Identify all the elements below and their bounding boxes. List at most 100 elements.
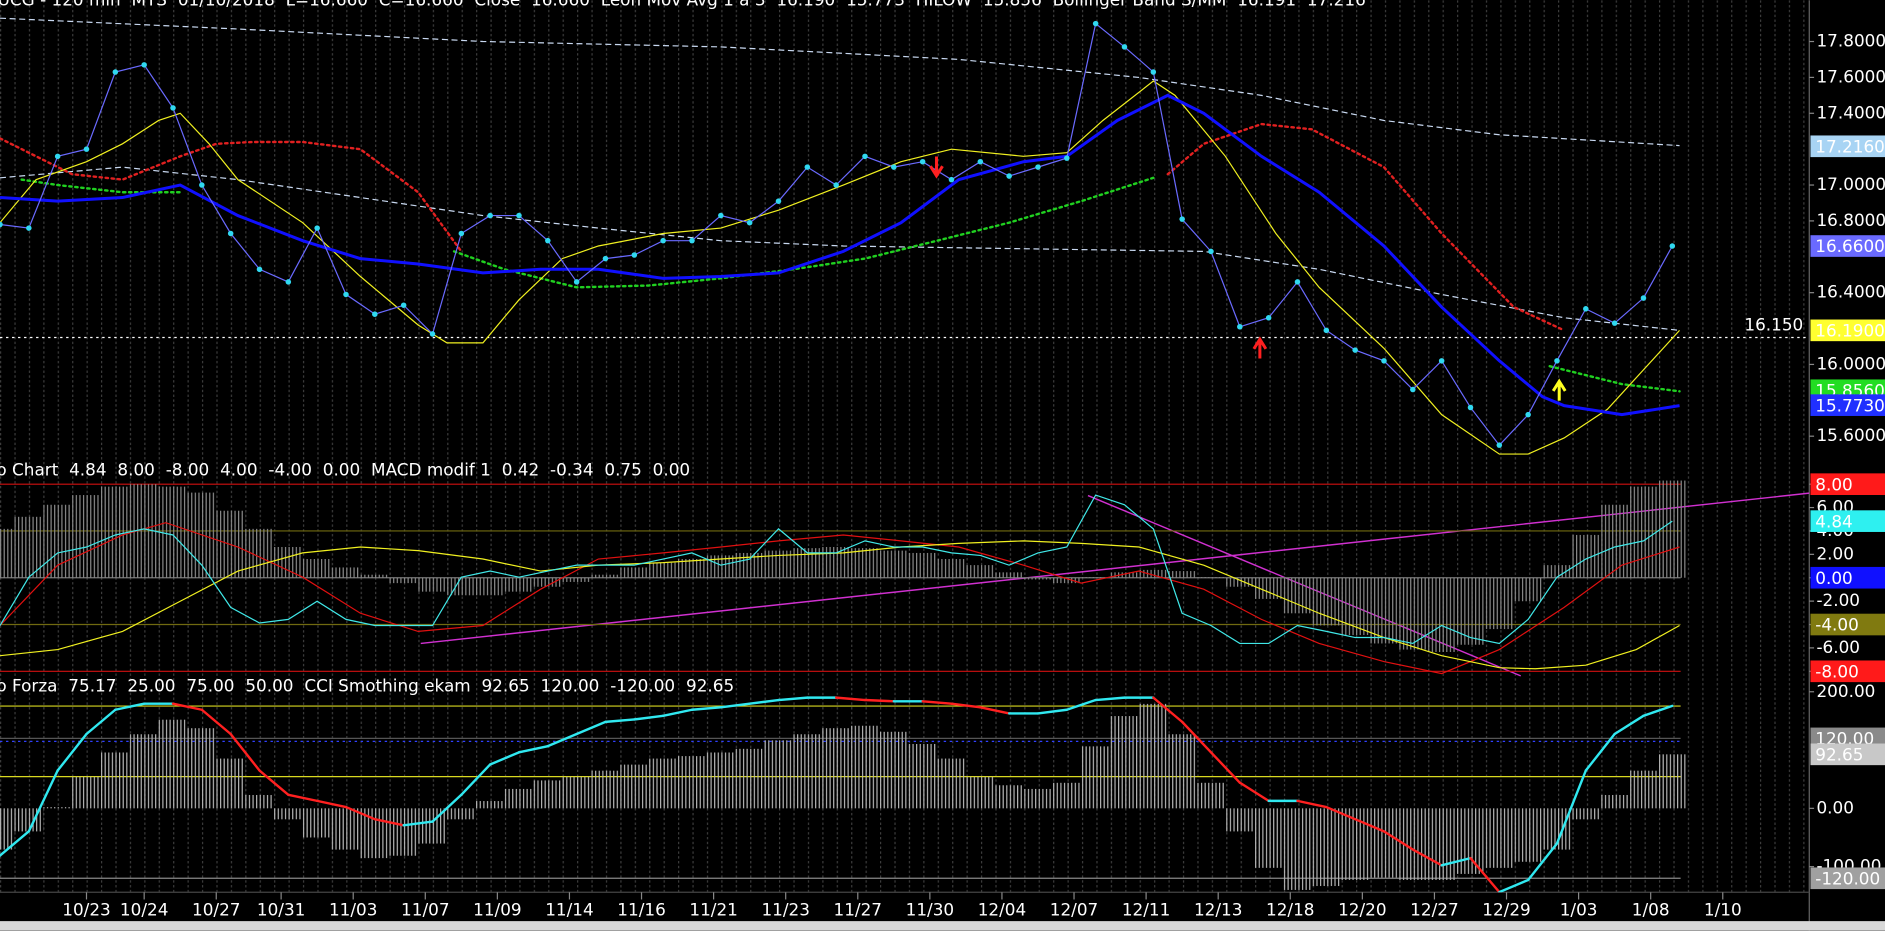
histogram-bar (1225, 577, 1255, 587)
histogram-bar (360, 808, 390, 859)
histogram-bar (706, 555, 736, 578)
indicator-segment (402, 820, 434, 827)
histogram-bar (937, 559, 966, 578)
x-tick-label: 11/03 (329, 899, 378, 919)
trendline (420, 492, 1810, 645)
close-point (1064, 155, 1070, 161)
indicator-segment (517, 744, 550, 754)
histogram-bar (994, 785, 1024, 809)
histogram-bar (158, 719, 188, 809)
histogram-bar (1283, 577, 1312, 614)
histogram-bar (360, 574, 390, 578)
histogram-bar (331, 567, 361, 578)
histogram-bar (245, 794, 274, 809)
indicator-segment (1411, 848, 1443, 867)
indicator-segment (287, 793, 319, 803)
close-point (602, 255, 609, 262)
histogram-bar (1600, 504, 1630, 578)
value-marker (1810, 613, 1885, 636)
close-point (1438, 358, 1445, 364)
close-point (746, 219, 753, 226)
histogram-bar (1398, 577, 1428, 650)
histogram-bar (1167, 571, 1197, 578)
histogram-bar (1542, 565, 1572, 578)
histogram-bar (475, 577, 505, 596)
value-marker-label: 4.84 (1815, 511, 1852, 531)
close-point (1381, 358, 1387, 364)
indicator-segment (1325, 805, 1357, 821)
value-marker (1810, 566, 1885, 589)
x-tick-label: 10/27 (192, 899, 241, 919)
histogram-bar (1052, 577, 1082, 584)
close-point (977, 158, 984, 165)
indicator-segment (1180, 720, 1213, 754)
y-tick-label: 17.4000 (1816, 102, 1885, 122)
histogram-bar (648, 758, 678, 809)
indicator-segment (719, 702, 751, 709)
y-tick-label: 2.00 (1816, 543, 1853, 563)
close-point (458, 230, 465, 237)
close-point (919, 158, 926, 165)
close-point (1006, 173, 1012, 179)
histogram-bar (273, 808, 303, 820)
x-tick-label: 10/24 (120, 899, 169, 919)
indicator-segment (1152, 696, 1184, 724)
legend-item: 25.00 (127, 676, 175, 696)
histogram-bar (879, 731, 909, 809)
histogram-bar (1657, 754, 1687, 809)
indicator-segment (258, 769, 290, 797)
sell-arrow (929, 156, 944, 179)
legend-item: 75.00 (186, 676, 234, 696)
indicator-segment (777, 696, 809, 702)
header-item: 16.190 (776, 0, 835, 9)
indicator-segment (1036, 708, 1069, 715)
histogram-bar (1369, 577, 1399, 644)
histogram-bar (302, 808, 332, 838)
close-point (372, 311, 378, 317)
histogram-bar (821, 728, 851, 809)
close-point (1237, 323, 1243, 330)
indicator-segment (27, 769, 59, 833)
histogram-bar (43, 807, 73, 809)
x-tick-label: 11/16 (617, 899, 666, 919)
histogram-bar (937, 758, 966, 809)
histogram-bar (677, 559, 707, 578)
close-point (0, 221, 3, 228)
histogram-bar (1629, 486, 1658, 578)
histogram-bar (100, 752, 130, 809)
close-point (487, 212, 493, 219)
histogram-bar (1369, 808, 1399, 878)
x-tick-label: 12/20 (1338, 899, 1387, 919)
close-point (1092, 20, 1099, 27)
indicator-segment (834, 696, 867, 702)
histogram-bar (129, 734, 159, 809)
y-tick-label: -2.00 (1816, 590, 1860, 610)
indicator-segment (1238, 781, 1270, 803)
histogram-bar (562, 577, 592, 582)
buy-arrow (1551, 378, 1567, 401)
histogram-bar (187, 728, 217, 809)
close-point (1294, 279, 1301, 285)
indicator-segment (229, 732, 261, 772)
close-point (429, 331, 436, 337)
value-marker-label: 15.7730 (1815, 395, 1885, 415)
histogram-bar (591, 770, 620, 809)
histogram-bar (331, 808, 361, 850)
indicator-segment (748, 698, 780, 705)
histogram-bar (1254, 577, 1284, 599)
histogram-bar (965, 565, 995, 578)
histogram-bar (994, 572, 1024, 578)
legend-item: 92.65 (686, 676, 734, 696)
legend-item: -120.00 (610, 676, 675, 696)
histogram-bar (245, 528, 274, 578)
close-point (516, 212, 522, 219)
histogram-bar (72, 776, 101, 809)
close-point (775, 198, 782, 204)
histogram-bar (1657, 480, 1687, 578)
histogram-bar (0, 528, 15, 578)
histogram-bar (302, 559, 332, 578)
indicator-segment (863, 698, 896, 703)
histogram-bar (0, 808, 15, 850)
header-item: 01/10/2018 (178, 0, 275, 9)
value-marker-label: 17.2160 (1815, 136, 1885, 156)
